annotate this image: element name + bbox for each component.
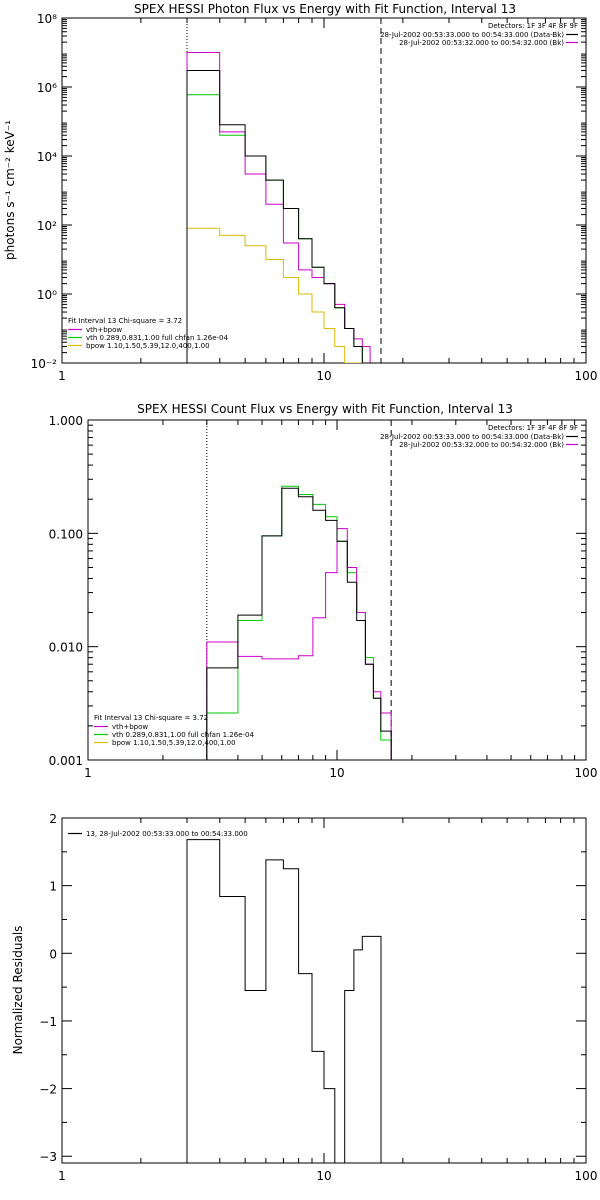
count-flux-detectors-label: Detectors: 1F 3F 4F 8F 9F — [488, 424, 578, 432]
residuals-x-tick-label: 100 — [575, 1169, 598, 1183]
photon-flux-detectors-label: Detectors: 1F 3F 4F 8F 9F — [488, 22, 578, 30]
count-flux-legend-entry: bpow 1.10,1.50,5.39,12.0,400,1.00 — [112, 739, 236, 747]
photon-flux-series-layer: 1 10 100 10⁻² 10⁰ 10² 10⁴ 10⁶ 10⁸ Detectors: 1F 3… — [31, 12, 598, 383]
residuals-plot-frame — [61, 817, 587, 1164]
residuals-y-axis-label: Normalized Residuals — [11, 926, 25, 1055]
residuals-y-tick-label: 1 — [49, 880, 57, 894]
count-flux-plot-frame — [87, 419, 587, 761]
count-flux-fit-interval-label: Fit Interval 13 Chi-square = 3.72 — [94, 714, 208, 722]
photon-flux-y-tick-label: 10⁰ — [37, 288, 57, 302]
residuals-y-tick-label: −2 — [39, 1083, 57, 1097]
count-flux-x-tick-label: 10 — [329, 766, 344, 780]
count-flux-time-range-label: 28-Jul-2002 00:53:33.000 to 00:54:33.000… — [380, 433, 564, 441]
residuals-y-tick-label: 0 — [49, 947, 57, 961]
count-flux-y-tick-label: 1.000 — [49, 414, 83, 428]
photon-flux-panel: SPEX HESSI Photon Flux vs Energy with Fi… — [3, 2, 597, 383]
photon-flux-title: SPEX HESSI Photon Flux vs Energy with Fi… — [134, 2, 516, 16]
photon-flux-time-range-label: 28-Jul-2002 00:53:33.000 to 00:54:33.000… — [380, 31, 564, 39]
count-flux-x-tick-label: 100 — [575, 766, 598, 780]
photon-flux-series-vth — [186, 94, 382, 363]
photon-flux-series-observed — [186, 70, 382, 363]
photon-flux-legend-entry: bpow 1.10,1.50,5.39,12.0,400,1.00 — [86, 342, 210, 350]
photon-flux-time-range-label: 28-Jul-2002 00:53:32.000 to 00:54:32.000… — [399, 39, 564, 47]
residuals-y-tick-label: 2 — [49, 812, 57, 826]
count-flux-legend-entry: vth+bpow — [112, 723, 148, 731]
photon-flux-y-tick-label: 10⁶ — [37, 81, 57, 95]
count-flux-title: SPEX HESSI Count Flux vs Energy with Fit… — [137, 402, 513, 416]
count-flux-panel: SPEX HESSI Count Flux vs Energy with Fit… — [49, 402, 598, 780]
count-flux-series-fit_total — [206, 528, 392, 760]
residuals-legend-entry: 13, 28-Jul-2002 00:53:33.000 to 00:54:33… — [86, 830, 248, 838]
photon-flux-y-tick-label: 10⁸ — [37, 12, 57, 26]
photon-flux-y-tick-label: 10⁻² — [31, 357, 58, 371]
count-flux-x-tick-label: 1 — [84, 766, 92, 780]
residuals-series-layer: 1 10 100 −3 −2 −1 0 1 2 13, 28-Jul-2002 00:53:33.… — [39, 812, 597, 1183]
photon-flux-x-tick-label: 1 — [58, 369, 66, 383]
count-flux-y-tick-label: 0.010 — [49, 641, 83, 655]
residuals-y-tick-label: −1 — [39, 1015, 57, 1029]
count-flux-series-observed — [206, 487, 392, 760]
residuals-x-tick-label: 10 — [316, 1169, 331, 1183]
photon-flux-x-tick-label: 100 — [575, 369, 598, 383]
photon-flux-legend-entry: vth+bpow — [86, 326, 122, 334]
photon-flux-y-axis-label: photons s⁻¹ cm⁻² keV⁻¹ — [3, 120, 17, 260]
count-flux-series-layer: 1 10 100 0.001 0.010 0.100 1.000 Detectors: 1F … — [49, 414, 598, 780]
count-flux-time-range-label: 28-Jul-2002 00:53:32.000 to 00:54:32.000… — [399, 441, 564, 449]
photon-flux-y-tick-label: 10² — [37, 219, 57, 233]
count-flux-series-vth — [206, 485, 392, 760]
count-flux-y-tick-label: 0.001 — [49, 754, 83, 768]
residuals-series-observed — [186, 839, 382, 1163]
count-flux-legend-entry: vth 0.289,0.831,1.00 full chfan 1.26e-04 — [112, 731, 254, 739]
count-flux-y-tick-label: 0.100 — [49, 527, 83, 541]
photon-flux-fit-interval-label: Fit Interval 13 Chi-square = 3.72 — [68, 317, 182, 325]
photon-flux-series-bpow — [186, 227, 382, 363]
residuals-y-tick-label: −3 — [39, 1150, 57, 1164]
residuals-panel: Normalized Residuals 1 10 100 −3 −2 −1 0 1 2 13, … — [11, 812, 597, 1183]
photon-flux-plot-frame — [61, 17, 587, 364]
residuals-x-tick-label: 1 — [58, 1169, 66, 1183]
photon-flux-y-tick-label: 10⁴ — [37, 150, 57, 164]
photon-flux-legend-entry: vth 0.289,0.831,1.00 full chfan 1.26e-04 — [86, 334, 228, 342]
photon-flux-x-tick-label: 10 — [316, 369, 331, 383]
